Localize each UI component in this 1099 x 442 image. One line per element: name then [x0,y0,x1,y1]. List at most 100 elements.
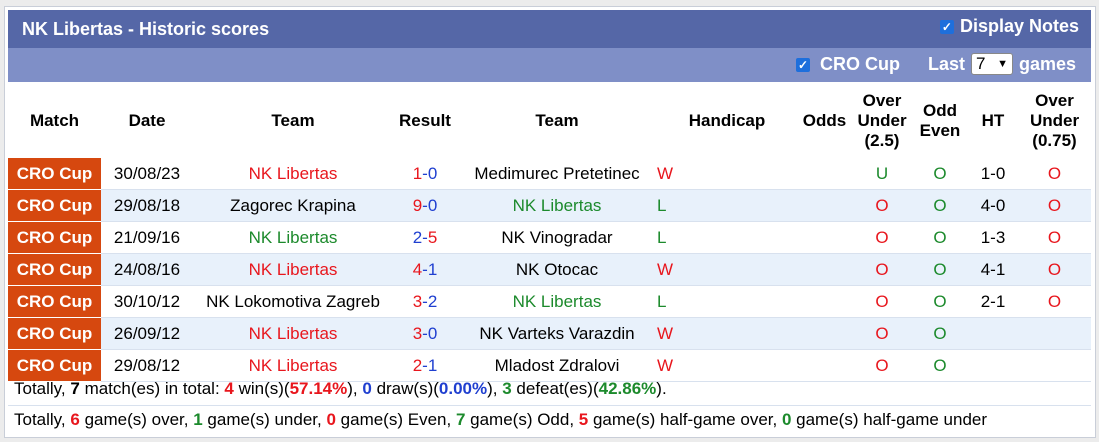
competition-badge[interactable]: CRO Cup [8,317,101,350]
over-under-075-value [1018,317,1091,350]
match-outcome: L [657,195,667,215]
away-score: 0 [427,163,438,183]
away-team[interactable]: NK Libertas [457,285,657,318]
away-team[interactable]: NK Varteks Varazdin [457,317,657,350]
away-team-name: Medimurec Pretetinec [474,163,640,183]
home-score: 1 [412,163,423,183]
match-outcome: W [657,259,674,279]
summary-text: ), [487,379,503,398]
odd-even-value: O [912,317,968,350]
over-under-value: O [852,317,912,350]
display-notes-label: Display Notes [959,16,1079,36]
filter-bar: ✓ CRO Cup Last 7 ▼ games [8,48,1091,82]
col-over-under-line1: Over [862,91,902,110]
match-outcome: L [657,291,667,311]
competition-badge[interactable]: CRO Cup [8,285,101,318]
match-outcome: W [657,355,674,375]
odd-even-value: O [912,221,968,254]
match-outcome-cell: L [657,189,797,222]
last-games-select[interactable]: 7 ▼ [971,53,1014,75]
half-time-score: 2-1 [968,285,1018,318]
competition-badge[interactable]: CRO Cup [8,221,101,254]
home-team[interactable]: NK Libertas [193,253,393,286]
cup-filter-label: CRO Cup [820,54,900,74]
away-team[interactable]: NK Otocac [457,253,657,286]
home-team[interactable]: NK Libertas [193,317,393,350]
col-over-under-line2: Under [857,111,907,130]
half-time-score: 4-0 [968,189,1018,222]
odds-value [797,221,852,254]
half-time-score [968,317,1018,350]
cup-filter-checkbox[interactable]: ✓ [796,57,810,72]
odds-value [797,317,852,350]
home-team[interactable]: NK Lokomotiva Zagreb [193,285,393,318]
col-ou075-line3: (0.75) [1032,131,1077,150]
half-time-score: 1-0 [968,158,1018,190]
away-team[interactable]: Medimurec Pretetinec [457,158,657,190]
match-result[interactable]: 9-0 [393,189,457,222]
odd-even-value: O [912,349,968,382]
summary-draw-pct: 0.00% [438,379,488,398]
summary-even: 0 [326,410,336,429]
table-row: CRO Cup 24/08/16 NK Libertas 4-1 NK Otocac W O… [8,253,1091,286]
table-row: CRO Cup 29/08/12 NK Libertas 2-1 Mladost Zdr… [8,349,1091,382]
home-team[interactable]: NK Libertas [193,158,393,190]
over-under-value: U [852,158,912,190]
col-match: Match [29,111,80,130]
match-result[interactable]: 1-0 [393,158,457,190]
display-notes-toggle[interactable]: ✓ Display Notes [939,16,1079,37]
competition-badge[interactable]: CRO Cup [8,349,101,382]
summary-text: Totally, [14,410,71,429]
away-score: 0 [427,195,438,215]
summary-divider [8,405,1091,406]
display-notes-checkbox[interactable]: ✓ [939,19,954,34]
table-body: CRO Cup 30/08/23 NK Libertas 1-0 Medimurec P… [8,158,1091,382]
home-score: 3 [412,291,423,311]
match-outcome-cell: W [657,317,797,350]
over-under-075-value: O [1018,158,1091,190]
summary-text: defeat(es)( [511,379,599,398]
match-result[interactable]: 2-5 [393,221,457,254]
over-under-075-value: O [1018,285,1091,318]
match-date: 30/10/12 [101,285,193,318]
away-team-name: NK Varteks Varazdin [479,323,635,343]
score-separator: - [422,227,428,247]
away-score: 1 [427,259,438,279]
over-under-value: O [852,189,912,222]
odd-even-value: O [912,253,968,286]
match-result[interactable]: 2-1 [393,349,457,382]
over-under-value: O [852,285,912,318]
summary-text: ). [656,379,667,398]
home-team[interactable]: Zagorec Krapina [193,189,393,222]
match-date: 24/08/16 [101,253,193,286]
away-team[interactable]: NK Libertas [457,189,657,222]
competition-badge[interactable]: CRO Cup [8,189,101,222]
score-separator: - [422,291,428,311]
home-team[interactable]: NK Libertas [193,349,393,382]
match-result[interactable]: 4-1 [393,253,457,286]
match-outcome-cell: W [657,349,797,382]
summary-under: 1 [193,410,203,429]
competition-badge[interactable]: CRO Cup [8,158,101,190]
summary-text: game(s) Odd, [465,410,579,429]
last-label: Last [928,53,966,74]
match-date: 30/08/23 [101,158,193,190]
summary-draws: 0 [362,379,372,398]
away-team[interactable]: Mladost Zdralovi [457,349,657,382]
match-result[interactable]: 3-0 [393,317,457,350]
summary-odd: 7 [455,410,466,429]
summary-win-pct: 57.14% [289,379,348,398]
cup-filter[interactable]: ✓ CRO Cup [796,54,900,75]
away-team-name: NK Libertas [512,195,602,215]
competition-badge[interactable]: CRO Cup [8,253,101,286]
match-result[interactable]: 3-2 [393,285,457,318]
score-separator: - [422,355,428,375]
scores-table: Match Date Team Result Team Handicap Odd… [8,84,1091,382]
away-team[interactable]: NK Vinogradar [457,221,657,254]
summary-half-over: 5 [578,410,589,429]
table-row: CRO Cup 21/09/16 NK Libertas 2-5 NK Vinograd… [8,221,1091,254]
away-score: 2 [427,291,438,311]
summary-text: draw(s)( [371,379,439,398]
over-under-075-value: O [1018,253,1091,286]
home-team[interactable]: NK Libertas [193,221,393,254]
